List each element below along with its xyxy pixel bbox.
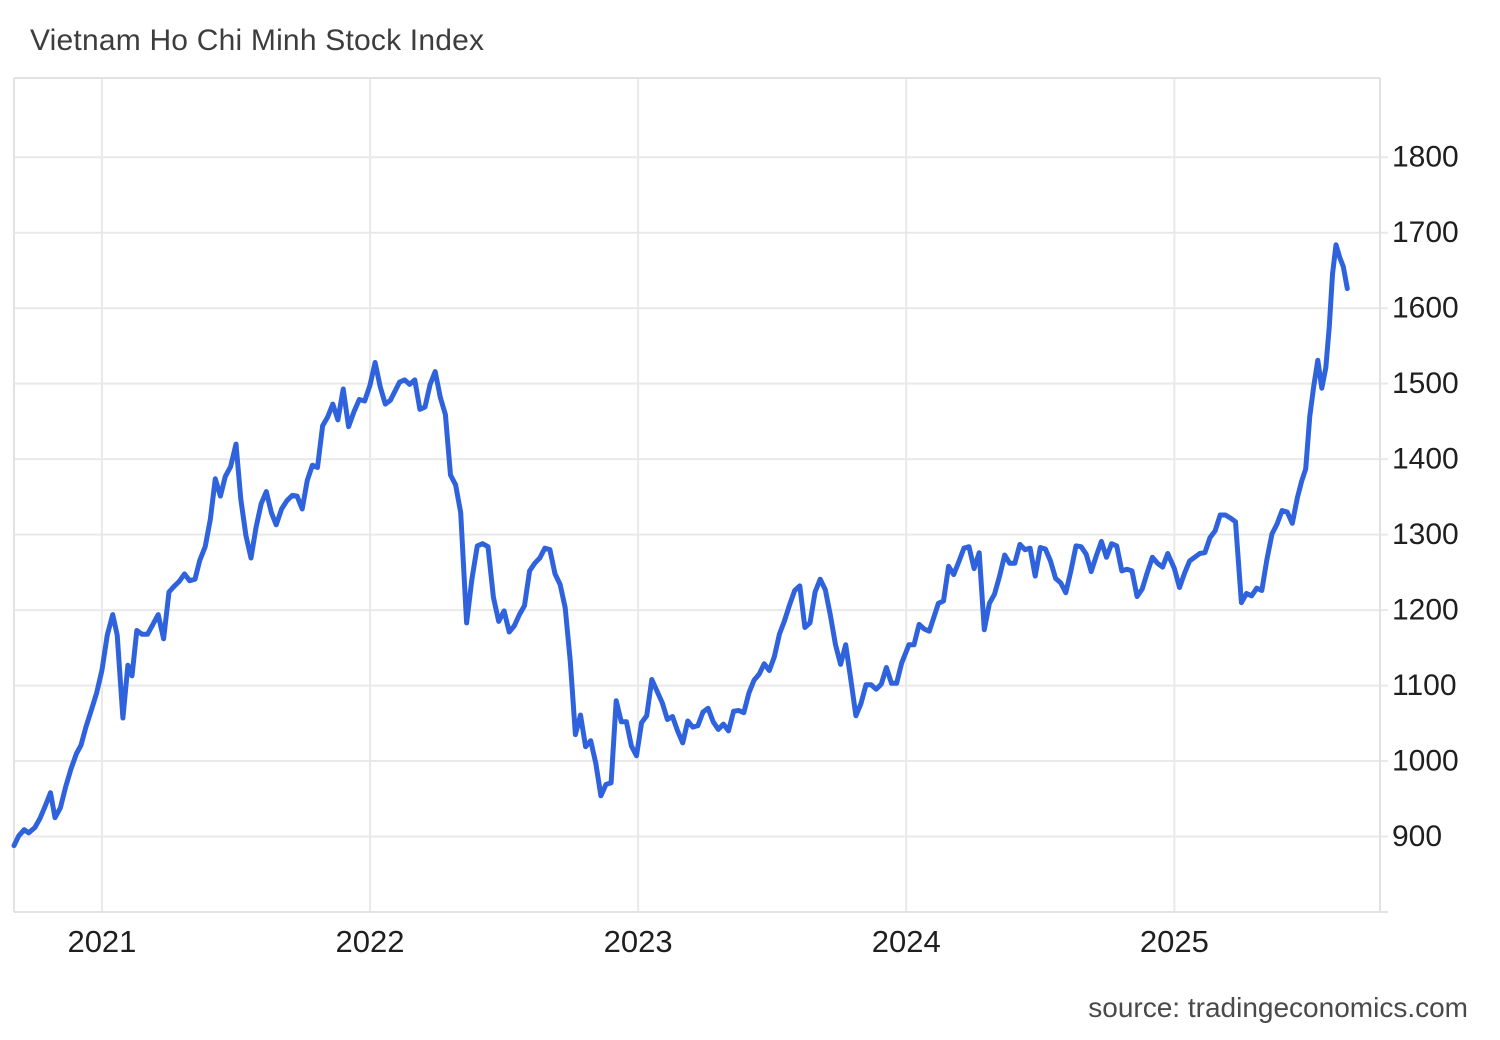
y-tick-label-1500: 1500 [1392,367,1459,400]
y-tick-label-1300: 1300 [1392,518,1459,551]
y-tick-label-1200: 1200 [1392,594,1459,627]
x-axis-tick-labels: 2021 2022 2023 2024 2025 [67,924,1208,959]
vnindex-price-line [11,242,1350,849]
x-tick-label-2025: 2025 [1140,924,1209,959]
chart-title: Vietnam Ho Chi Minh Stock Index [30,24,485,57]
y-tick-label-1100: 1100 [1392,669,1457,702]
y-tick-label-1600: 1600 [1392,292,1459,325]
x-tick-label-2023: 2023 [604,924,673,959]
y-tick-label-1800: 1800 [1392,141,1459,174]
price-line-layer [11,242,1350,849]
source-credit-link[interactable]: source: tradingeconomics.com [1088,992,1468,1023]
gridlines [14,78,1388,912]
y-tick-label-1400: 1400 [1392,443,1459,476]
y-axis-tick-labels: 900 1000 1100 1200 1300 1400 1500 1600 1700 1800 [1392,141,1459,853]
x-tick-label-2024: 2024 [872,924,941,959]
y-tick-label-900: 900 [1392,820,1442,853]
x-tick-label-2021: 2021 [67,924,136,959]
x-tick-label-2022: 2022 [336,924,405,959]
plot-frame [13,77,1388,913]
y-tick-label-1700: 1700 [1392,216,1459,249]
y-tick-label-1000: 1000 [1392,745,1459,778]
